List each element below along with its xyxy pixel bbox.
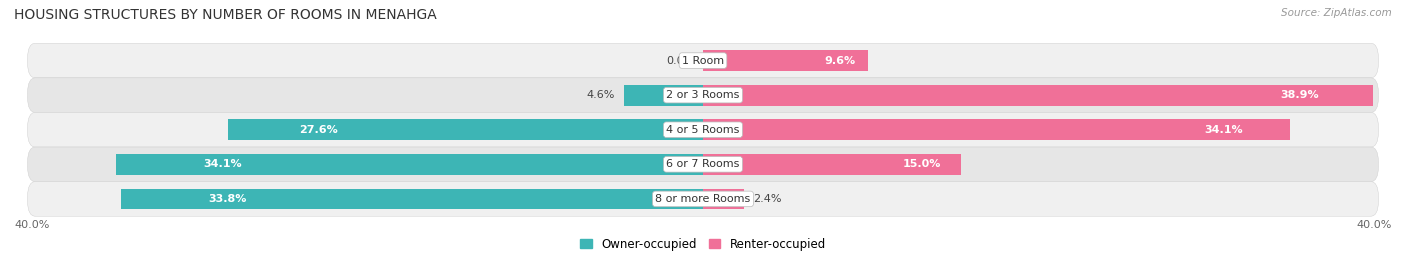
Text: 1 Room: 1 Room: [682, 56, 724, 66]
Text: 15.0%: 15.0%: [903, 159, 941, 169]
Bar: [703, 119, 1291, 140]
Bar: [121, 188, 703, 209]
Text: 6 or 7 Rooms: 6 or 7 Rooms: [666, 159, 740, 169]
Text: 2 or 3 Rooms: 2 or 3 Rooms: [666, 90, 740, 100]
Bar: [703, 50, 869, 71]
Text: 34.1%: 34.1%: [204, 159, 242, 169]
Bar: [703, 85, 1374, 106]
FancyBboxPatch shape: [28, 78, 1378, 112]
Text: 9.6%: 9.6%: [824, 56, 855, 66]
Text: 4.6%: 4.6%: [586, 90, 616, 100]
FancyBboxPatch shape: [28, 112, 1378, 147]
Text: 27.6%: 27.6%: [299, 125, 337, 135]
Text: 33.8%: 33.8%: [208, 194, 246, 204]
Text: 38.9%: 38.9%: [1281, 90, 1319, 100]
Bar: [624, 85, 703, 106]
Text: 8 or more Rooms: 8 or more Rooms: [655, 194, 751, 204]
FancyBboxPatch shape: [28, 182, 1378, 216]
FancyBboxPatch shape: [28, 147, 1378, 182]
Text: HOUSING STRUCTURES BY NUMBER OF ROOMS IN MENAHGA: HOUSING STRUCTURES BY NUMBER OF ROOMS IN…: [14, 8, 437, 22]
Text: 34.1%: 34.1%: [1205, 125, 1243, 135]
Bar: [115, 154, 703, 175]
Legend: Owner-occupied, Renter-occupied: Owner-occupied, Renter-occupied: [575, 233, 831, 255]
Text: 40.0%: 40.0%: [14, 220, 49, 230]
Bar: [703, 188, 744, 209]
FancyBboxPatch shape: [28, 43, 1378, 78]
Text: Source: ZipAtlas.com: Source: ZipAtlas.com: [1281, 8, 1392, 18]
Bar: [228, 119, 703, 140]
Text: 0.0%: 0.0%: [666, 56, 695, 66]
Text: 4 or 5 Rooms: 4 or 5 Rooms: [666, 125, 740, 135]
Bar: [703, 154, 962, 175]
Text: 40.0%: 40.0%: [1357, 220, 1392, 230]
Text: 2.4%: 2.4%: [754, 194, 782, 204]
